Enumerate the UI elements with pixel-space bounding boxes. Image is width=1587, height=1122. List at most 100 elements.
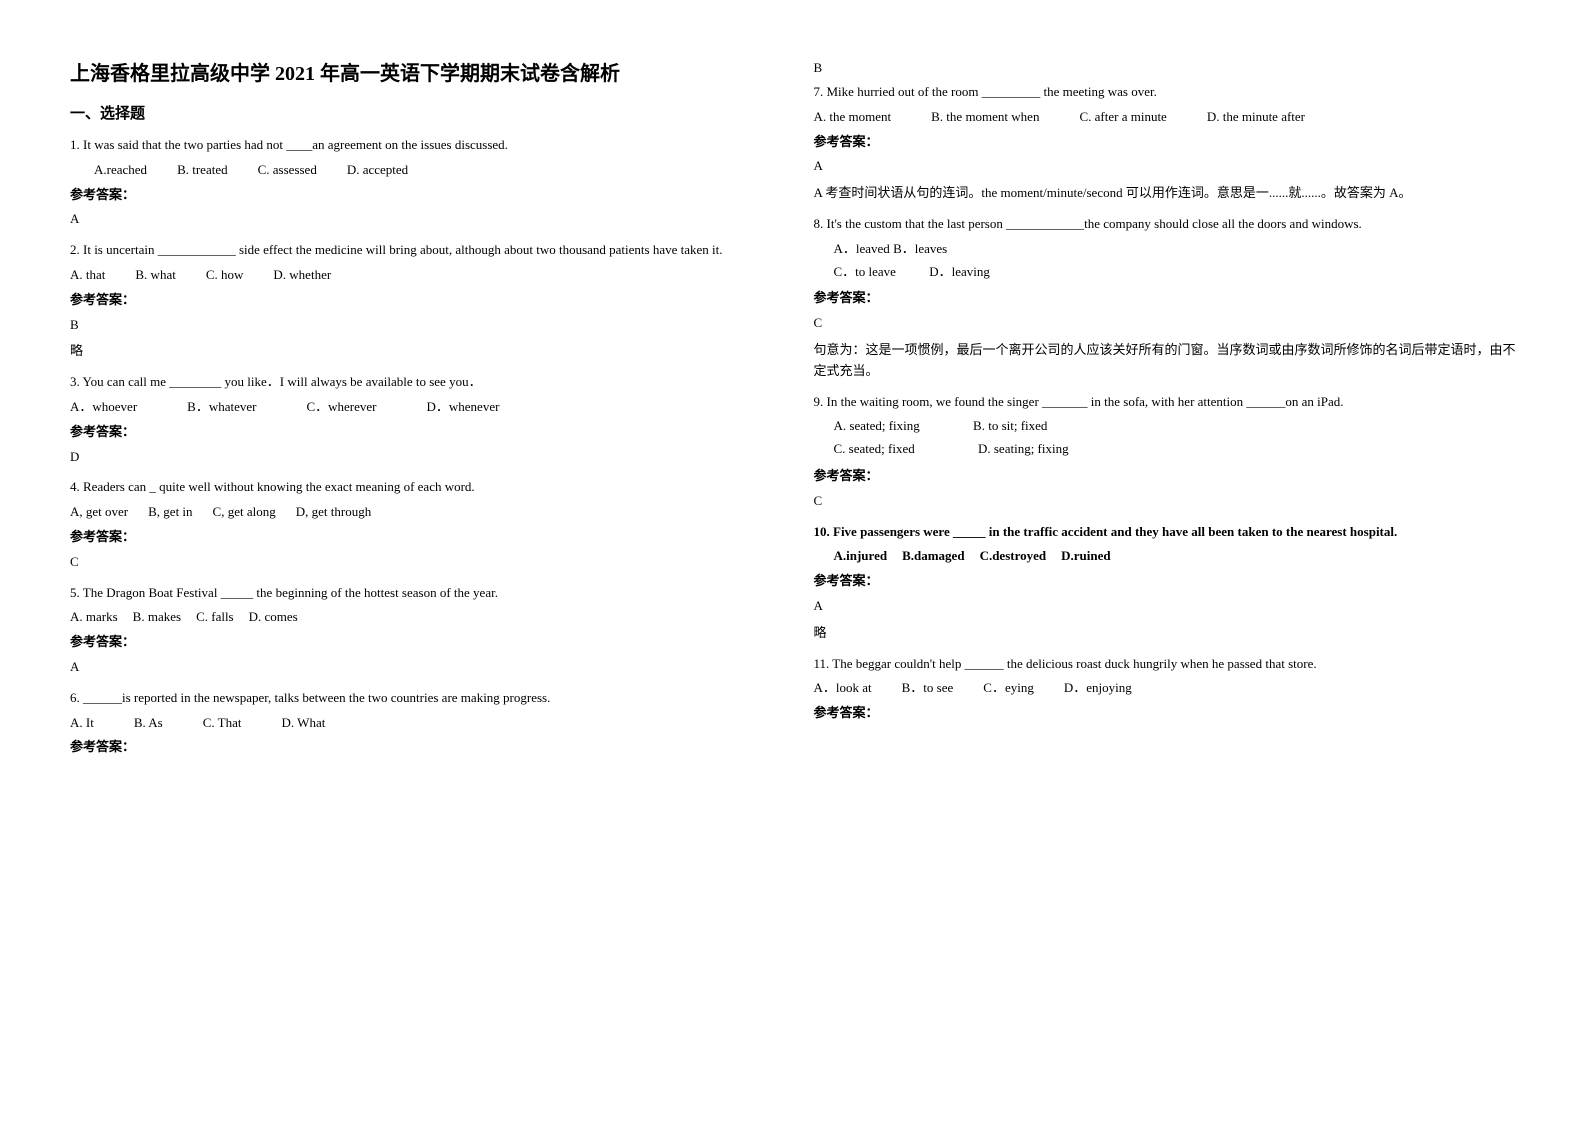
answer-value: A [814, 156, 1518, 177]
question-options: A.injured B.damaged C.destroyed D.ruined [814, 546, 1518, 567]
option-d: D．leaving [929, 264, 990, 279]
question-options: A. the moment B. the moment when C. afte… [814, 107, 1518, 128]
question-text: 4. Readers can _ quite well without know… [70, 477, 774, 498]
answer-value: D [70, 447, 774, 468]
question-options: A．look at B．to see C．eying D．enjoying [814, 678, 1518, 699]
question-options-row1: A. seated; fixing B. to sit; fixed [814, 416, 1518, 437]
answer-label: 参考答案： [70, 632, 774, 653]
option-d: D, get through [296, 502, 371, 523]
option-c: C. That [203, 713, 242, 734]
question-8: 8. It's the custom that the last person … [814, 214, 1518, 382]
question-options: A. It B. As C. That D. What [70, 713, 774, 734]
answer-note: 略 [814, 623, 1518, 644]
option-d: D.ruined [1061, 546, 1110, 567]
question-3: 3. You can call me ________ you like．I w… [70, 372, 774, 467]
option-c: C. after a minute [1079, 107, 1166, 128]
option-b: B. treated [177, 160, 228, 181]
option-a: A, get over [70, 502, 128, 523]
answer-value: C [814, 313, 1518, 334]
answer-label: 参考答案： [70, 290, 774, 311]
question-text: 2. It is uncertain ____________ side eff… [70, 240, 774, 261]
answer-explanation: 句意为：这是一项惯例，最后一个离开公司的人应该关好所有的门窗。当序数词或由序数词… [814, 340, 1518, 382]
option-b: B．leaves [893, 241, 947, 256]
option-c: C．to leave [834, 264, 896, 279]
answer-value: C [70, 552, 774, 573]
question-2: 2. It is uncertain ____________ side eff… [70, 240, 774, 362]
question-6: 6. ______is reported in the newspaper, t… [70, 688, 774, 758]
option-a: A.reached [94, 160, 147, 181]
answer-label: 参考答案： [814, 288, 1518, 309]
option-b: B. makes [133, 607, 181, 628]
right-column: B 7. Mike hurried out of the room ______… [794, 60, 1538, 1082]
answer-label: 参考答案： [70, 185, 774, 206]
question-text: 6. ______is reported in the newspaper, t… [70, 688, 774, 709]
option-c: C. seated; fixed [834, 441, 915, 456]
option-b: B. what [135, 265, 175, 286]
option-c: C, get along [213, 502, 276, 523]
option-a: A．leaved [834, 241, 890, 256]
option-a: A. that [70, 265, 105, 286]
option-c: C. falls [196, 607, 234, 628]
answer-label: 参考答案： [814, 132, 1518, 153]
option-c: C. assessed [258, 160, 317, 181]
option-d: D．enjoying [1064, 678, 1132, 699]
option-b: B．to see [902, 678, 954, 699]
answer-label: 参考答案： [814, 571, 1518, 592]
option-d: D. the minute after [1207, 107, 1305, 128]
question-options: A, get over B, get in C, get along D, ge… [70, 502, 774, 523]
option-a: A．whoever [70, 397, 137, 418]
answer-value: B [814, 60, 1518, 76]
option-b: B.damaged [902, 546, 964, 567]
question-1: 1. It was said that the two parties had … [70, 135, 774, 230]
question-text: 3. You can call me ________ you like．I w… [70, 372, 774, 393]
answer-value: A [70, 209, 774, 230]
option-b: B. As [134, 713, 163, 734]
question-10: 10. Five passengers were _____ in the tr… [814, 522, 1518, 644]
option-a: A. marks [70, 607, 118, 628]
option-a: A．look at [814, 678, 872, 699]
question-options: A. marks B. makes C. falls D. comes [70, 607, 774, 628]
option-b: B. to sit; fixed [973, 418, 1047, 433]
option-a: A. It [70, 713, 94, 734]
question-options: A. that B. what C. how D. whether [70, 265, 774, 286]
answer-value: A [70, 657, 774, 678]
question-text: 7. Mike hurried out of the room ________… [814, 82, 1518, 103]
option-b: B, get in [148, 502, 192, 523]
option-c: C. how [206, 265, 244, 286]
option-d: D. accepted [347, 160, 408, 181]
section-header: 一、选择题 [70, 102, 774, 123]
option-d: D. comes [249, 607, 298, 628]
question-9: 9. In the waiting room, we found the sin… [814, 392, 1518, 512]
option-d: D. seating; fixing [978, 441, 1069, 456]
question-options-row2: C. seated; fixed D. seating; fixing [814, 439, 1518, 460]
option-a: A. seated; fixing [834, 418, 920, 433]
answer-label: 参考答案： [814, 466, 1518, 487]
option-a: A.injured [834, 546, 888, 567]
option-d: D. What [282, 713, 326, 734]
answer-label: 参考答案： [814, 703, 1518, 724]
answer-note: 略 [70, 341, 774, 362]
question-options: A．whoever B．whatever C．wherever D．whenev… [70, 397, 774, 418]
option-c: C.destroyed [980, 546, 1047, 567]
answer-value: A [814, 596, 1518, 617]
left-column: 上海香格里拉高级中学 2021 年高一英语下学期期末试卷含解析 一、选择题 1.… [50, 60, 794, 1082]
document-title: 上海香格里拉高级中学 2021 年高一英语下学期期末试卷含解析 [70, 60, 774, 88]
option-c: C．eying [983, 678, 1034, 699]
question-5: 5. The Dragon Boat Festival _____ the be… [70, 583, 774, 678]
option-d: D. whether [273, 265, 331, 286]
question-7: 7. Mike hurried out of the room ________… [814, 82, 1518, 204]
question-text: 5. The Dragon Boat Festival _____ the be… [70, 583, 774, 604]
question-text: 11. The beggar couldn't help ______ the … [814, 654, 1518, 675]
answer-value: B [70, 315, 774, 336]
answer-label: 参考答案： [70, 737, 774, 758]
question-options: A.reached B. treated C. assessed D. acce… [70, 160, 774, 181]
answer-explanation: A 考查时间状语从句的连词。the moment/minute/second 可… [814, 183, 1518, 204]
option-b: B．whatever [187, 397, 256, 418]
option-b: B. the moment when [931, 107, 1039, 128]
question-options-row2: C．to leave D．leaving [814, 262, 1518, 283]
option-a: A. the moment [814, 107, 892, 128]
question-text: 1. It was said that the two parties had … [70, 135, 774, 156]
question-options-row1: A．leaved B．leaves [814, 239, 1518, 260]
question-4: 4. Readers can _ quite well without know… [70, 477, 774, 572]
answer-label: 参考答案： [70, 527, 774, 548]
